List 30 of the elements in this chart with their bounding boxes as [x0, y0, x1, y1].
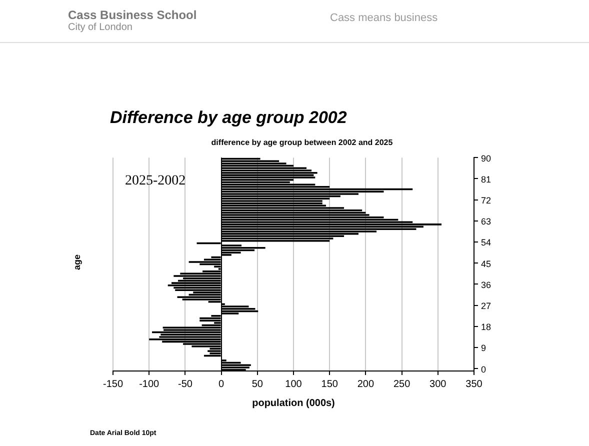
y-tick-label: 36 [480, 280, 492, 290]
chart-title: Difference by age group 2002 [110, 108, 347, 128]
annotation: 2025-2002 [125, 173, 186, 188]
y-tick-label: 9 [480, 343, 486, 354]
x-axis-title: population (000s) [252, 398, 335, 409]
y-tick-label: 63 [480, 216, 492, 227]
x-tick-label: -50 [178, 378, 193, 390]
x-tick-label: 150 [321, 378, 338, 390]
x-tick-label: -100 [139, 378, 160, 390]
x-tick-label: 0 [218, 378, 225, 390]
x-tick-label: 100 [285, 378, 302, 390]
y-tick-label: 90 [480, 153, 492, 164]
y-tick-label: 45 [480, 258, 492, 269]
x-tick-label: 250 [393, 378, 411, 390]
y-tick-label: 81 [480, 174, 492, 184]
y-tick-label: 0 [480, 364, 486, 374]
text: Cass means business [330, 12, 438, 24]
y-tick-label: 27 [480, 300, 492, 311]
y-tick-label: 54 [480, 238, 492, 248]
x-tick-label: 300 [430, 378, 447, 390]
y-tick-label: 18 [480, 322, 492, 332]
text: Cass Business School [68, 8, 197, 22]
y-tick-label: 72 [480, 195, 492, 206]
y-axis-title: age [72, 254, 82, 270]
x-tick-label: 50 [252, 378, 264, 390]
x-tick-label: 200 [357, 378, 374, 390]
text: City of London [68, 22, 132, 33]
x-tick-label: -150 [103, 378, 124, 390]
x-tick-label: 350 [466, 378, 483, 390]
chart-subtitle: difference by age group between 2002 and 2025 [211, 138, 394, 148]
